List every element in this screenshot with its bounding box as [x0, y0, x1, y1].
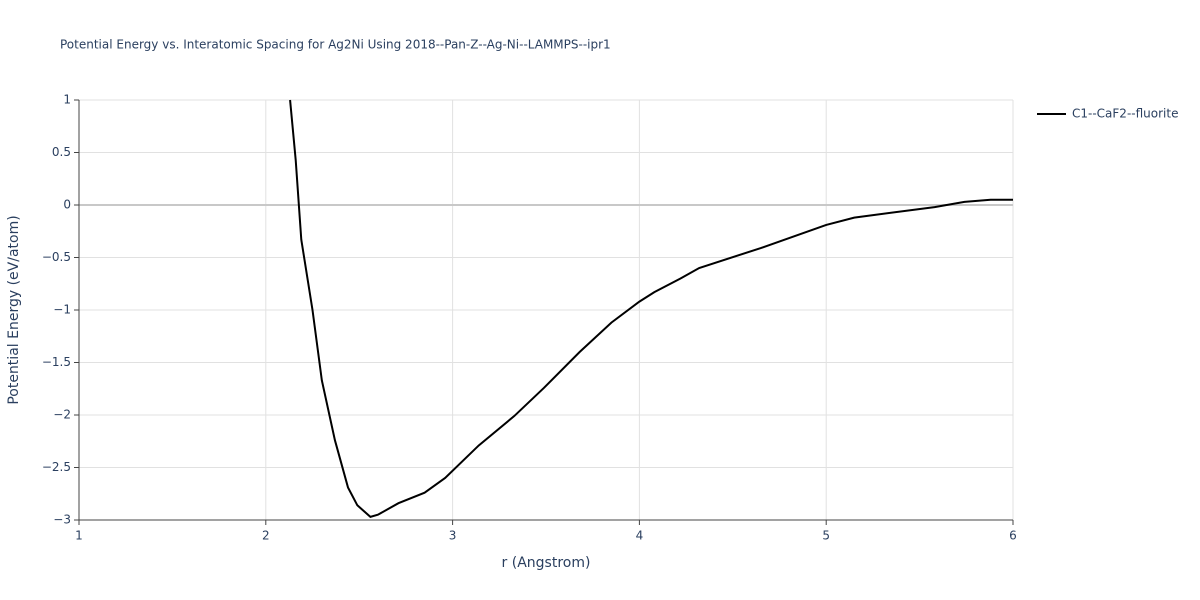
x-axis-label: r (Angstrom)	[502, 555, 591, 571]
x-tick-label: 3	[449, 529, 457, 543]
y-tick-label: −1	[53, 303, 71, 317]
y-tick-label: 0.5	[52, 145, 71, 159]
y-tick-label: −0.5	[42, 250, 71, 264]
x-tick-label: 1	[75, 529, 83, 543]
y-tick-label: −2.5	[42, 460, 71, 474]
x-tick-label: 5	[822, 529, 830, 543]
data-line	[289, 99, 1013, 518]
x-tick-label: 6	[1009, 529, 1017, 543]
y-tick-label: −1.5	[42, 355, 71, 369]
legend-label: C1--CaF2--fluorite	[1072, 107, 1178, 121]
x-tick-label: 4	[636, 529, 644, 543]
y-tick-label: −3	[53, 513, 71, 527]
chart-title: Potential Energy vs. Interatomic Spacing…	[60, 38, 611, 52]
y-axis-label: Potential Energy (eV/atom)	[6, 215, 22, 404]
x-tick-label: 2	[262, 529, 270, 543]
y-tick-label: 1	[63, 93, 71, 107]
y-tick-label: 0	[63, 198, 71, 212]
y-tick-label: −2	[53, 408, 71, 422]
